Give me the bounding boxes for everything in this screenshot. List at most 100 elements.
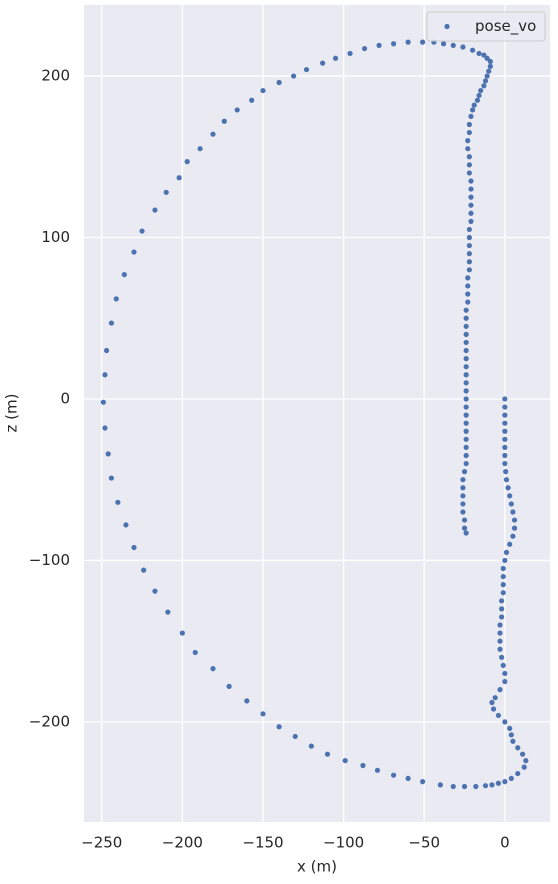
point <box>113 296 119 302</box>
point <box>460 485 466 491</box>
point <box>465 275 471 281</box>
point <box>502 396 508 402</box>
point <box>470 47 476 53</box>
point <box>463 323 469 329</box>
point <box>515 770 521 777</box>
point <box>460 44 466 50</box>
point <box>482 78 489 84</box>
point <box>511 517 518 523</box>
point <box>466 162 472 168</box>
legend-label: pose_vo <box>475 17 536 36</box>
point <box>466 121 472 128</box>
point <box>468 202 474 208</box>
point <box>497 687 503 693</box>
point <box>471 102 477 108</box>
point <box>466 251 472 257</box>
legend-marker <box>444 23 450 30</box>
point <box>502 404 508 410</box>
point <box>115 499 121 505</box>
point <box>507 493 513 499</box>
plot-area <box>84 5 550 822</box>
point <box>508 732 514 738</box>
point <box>276 79 282 86</box>
point <box>500 565 506 572</box>
point <box>500 590 506 596</box>
point <box>468 210 474 216</box>
point <box>502 670 508 677</box>
point <box>332 55 339 61</box>
point <box>502 420 508 426</box>
point <box>276 724 282 730</box>
point <box>474 97 481 103</box>
y-tick-label: −200 <box>29 712 70 730</box>
point <box>463 380 469 386</box>
point <box>210 666 216 672</box>
point <box>510 738 516 744</box>
legend: pose_vo <box>426 11 546 42</box>
point <box>131 544 137 551</box>
point <box>510 509 516 515</box>
point <box>121 272 127 278</box>
y-tick-label: 100 <box>41 228 70 246</box>
point <box>108 320 115 326</box>
point <box>495 780 502 786</box>
point <box>361 45 368 52</box>
point <box>502 779 508 785</box>
point <box>463 444 469 451</box>
point <box>260 711 266 717</box>
point <box>481 83 487 89</box>
point <box>374 767 381 773</box>
point <box>450 783 456 790</box>
point <box>390 772 397 778</box>
point <box>484 73 490 79</box>
point <box>468 113 474 120</box>
point <box>511 525 518 531</box>
point <box>466 170 472 176</box>
point <box>497 646 503 652</box>
point <box>499 606 505 612</box>
point <box>466 226 472 233</box>
point <box>492 695 498 701</box>
point <box>463 364 469 370</box>
point <box>463 347 469 354</box>
point <box>489 782 495 788</box>
point <box>473 783 479 790</box>
point <box>508 775 514 782</box>
point <box>460 509 466 515</box>
point <box>502 678 508 685</box>
point <box>347 50 353 57</box>
point <box>360 762 366 769</box>
point <box>505 485 511 491</box>
point <box>463 372 469 378</box>
point <box>461 469 468 475</box>
point <box>502 428 508 434</box>
point <box>405 775 411 782</box>
point <box>468 178 474 184</box>
point <box>390 41 397 47</box>
point <box>405 39 411 45</box>
x-tick-label: −150 <box>242 834 283 852</box>
point <box>461 783 468 790</box>
point <box>497 622 503 628</box>
point <box>308 743 314 749</box>
point <box>487 58 493 65</box>
point <box>502 557 508 564</box>
x-tick-label: −250 <box>81 834 122 852</box>
point <box>376 42 382 48</box>
point <box>260 87 266 94</box>
point <box>502 460 508 467</box>
point <box>466 267 472 273</box>
point <box>502 444 508 451</box>
point <box>503 549 510 555</box>
point <box>105 451 111 457</box>
x-axis-label: x (m) <box>297 858 337 876</box>
point <box>495 712 502 719</box>
point <box>486 68 492 74</box>
x-tick-label: −200 <box>162 834 203 852</box>
point <box>152 588 158 594</box>
point <box>184 159 190 165</box>
point <box>463 460 469 467</box>
y-tick-label: −100 <box>29 551 70 569</box>
x-tick-label: −100 <box>323 834 364 852</box>
